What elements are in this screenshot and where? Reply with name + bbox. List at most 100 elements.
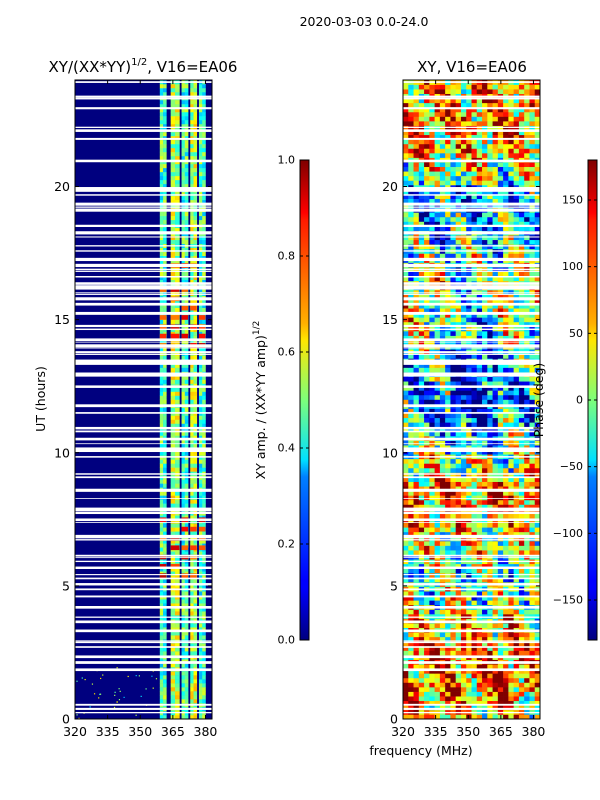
flagged-row-79 — [75, 328, 212, 331]
phase-cell-69-11 — [460, 399, 467, 405]
phase-cell-88-17 — [492, 312, 499, 318]
amp-cell-2-0-126 — [181, 211, 186, 217]
phase-cell-67-12 — [466, 408, 472, 414]
amp-cell-1-0-90 — [170, 355, 176, 360]
phase-cell-23-17 — [492, 609, 499, 615]
phase-cell-39-8 — [445, 536, 451, 542]
phase-cell-55-8 — [445, 463, 451, 469]
phase-cell-25-5 — [429, 600, 435, 606]
phase-cell-101-21 — [513, 253, 520, 259]
phase-cell-27-24 — [529, 591, 536, 597]
amp-cell-4-0-17 — [198, 647, 203, 652]
amp-cell-4-1-85 — [202, 375, 206, 380]
phase-cell-37-8 — [445, 545, 451, 551]
amp-cell-3-1-111 — [193, 271, 198, 276]
phase-cell-103-17 — [492, 244, 499, 250]
phase-cell-35-22 — [518, 554, 525, 560]
phase-cell-117-0 — [403, 180, 409, 186]
flagged-row-26 — [75, 270, 212, 272]
amp-cell-2-0-38 — [181, 563, 186, 568]
amp-cell-3-0-90 — [190, 355, 194, 360]
phase-cell-120-12 — [466, 166, 472, 172]
amp-cell-4-0-128 — [198, 203, 203, 209]
phase-cell-114-11 — [460, 194, 467, 199]
phase-cell-109-11 — [460, 216, 467, 222]
phase-cell-54-24 — [529, 467, 536, 473]
amp-cell-3-1-156 — [193, 91, 198, 97]
amp-cell-1-1-148 — [175, 123, 180, 129]
phase-cell-89-0 — [403, 308, 409, 314]
amp-cell-1-1-70 — [175, 435, 180, 440]
phase-cell-60-13 — [471, 440, 478, 446]
phase-cell-109-24 — [529, 216, 536, 222]
amp-high-0-2-54 — [181, 573, 189, 579]
phase-cell-18-5 — [429, 632, 435, 638]
amp-cell-1-1-10 — [175, 675, 180, 680]
amp-cell-2-1-28 — [184, 603, 189, 608]
phase-cell-90-6 — [434, 303, 441, 309]
phase-cell-2-10 — [455, 705, 462, 711]
phase-cell-17-10 — [455, 636, 462, 642]
amp-cell-1-1-21 — [175, 631, 180, 636]
phase-cell-3-12 — [466, 700, 472, 706]
amp-cell-2-1-156 — [184, 91, 189, 97]
phase-cell-82-15 — [482, 340, 488, 346]
phase-cell-4-16 — [487, 696, 493, 702]
amp-high-0-1-67 — [170, 536, 180, 541]
phase-cell-74-23 — [524, 376, 530, 382]
phase-cell-39-5 — [429, 536, 435, 542]
phase-cell-4-22 — [518, 696, 525, 702]
phase-cell-60-12 — [466, 440, 472, 446]
amp-cell-0-0-157 — [159, 87, 164, 93]
phase-cell-79-7 — [439, 353, 446, 359]
phase-cell-114-19 — [503, 194, 509, 199]
phase-cell-74-21 — [513, 376, 520, 382]
amp-cell-3-0-153 — [190, 103, 194, 109]
phase-cell-32-15 — [482, 568, 488, 574]
amp-cell-1-1-80 — [175, 395, 180, 400]
phase-cell-109-12 — [466, 216, 472, 222]
phase-cell-30-20 — [508, 577, 514, 583]
phase-cell-40-24 — [529, 531, 536, 537]
flagged-row-13 — [75, 129, 212, 132]
phase-cell-117-21 — [513, 180, 520, 186]
phase-cell-3-14 — [476, 700, 483, 706]
amp-cell-2-0-46 — [181, 531, 186, 536]
phase-cell-14-23 — [524, 650, 530, 656]
amp-cell-0-0-109 — [159, 279, 164, 284]
phase-cell-52-1 — [408, 477, 414, 482]
phase-cell-41-6 — [434, 527, 441, 533]
phase-cell-26-3 — [418, 595, 425, 601]
phase-cell-49-3 — [418, 490, 425, 496]
phase-cell-77-0 — [403, 362, 409, 368]
amplitude-ytick-label-5: 5 — [62, 578, 70, 593]
phase-cell-46-4 — [424, 504, 430, 510]
phase-cell-55-1 — [408, 463, 414, 469]
phase-cell-96-4 — [424, 276, 430, 282]
phase-cell-26-0 — [403, 595, 409, 601]
phase-cell-45-3 — [418, 509, 425, 514]
phase-cell-62-13 — [471, 431, 478, 437]
amp-cell-2-0-85 — [181, 375, 186, 380]
amp-cell-3-0-9 — [190, 679, 194, 684]
amp-cell-3-0-138 — [190, 163, 194, 169]
phase-cell-22-20 — [508, 614, 514, 619]
phase-cell-45-24 — [529, 509, 536, 514]
phase-cell-36-22 — [518, 550, 525, 555]
phase-cell-44-22 — [518, 513, 525, 519]
amp-cell-2-0-6 — [181, 691, 186, 696]
amp-cell-4-1-22 — [202, 627, 206, 632]
phase-cell-27-19 — [503, 591, 509, 597]
phase-cell-44-15 — [482, 513, 488, 519]
phase-cell-69-5 — [429, 399, 435, 405]
phase-cell-104-25 — [534, 239, 541, 245]
amp-high-0-3-54 — [190, 573, 197, 579]
phase-cell-5-24 — [529, 691, 536, 697]
phase-cell-2-6 — [434, 705, 441, 711]
phase-cell-16-24 — [529, 641, 536, 647]
phase-cell-46-20 — [508, 504, 514, 510]
amp-cell-2-0-9 — [181, 679, 186, 684]
phase-cell-87-4 — [424, 317, 430, 323]
amp-cell-4-0-125 — [198, 215, 203, 221]
amp-cell-0-1-102 — [163, 307, 167, 312]
